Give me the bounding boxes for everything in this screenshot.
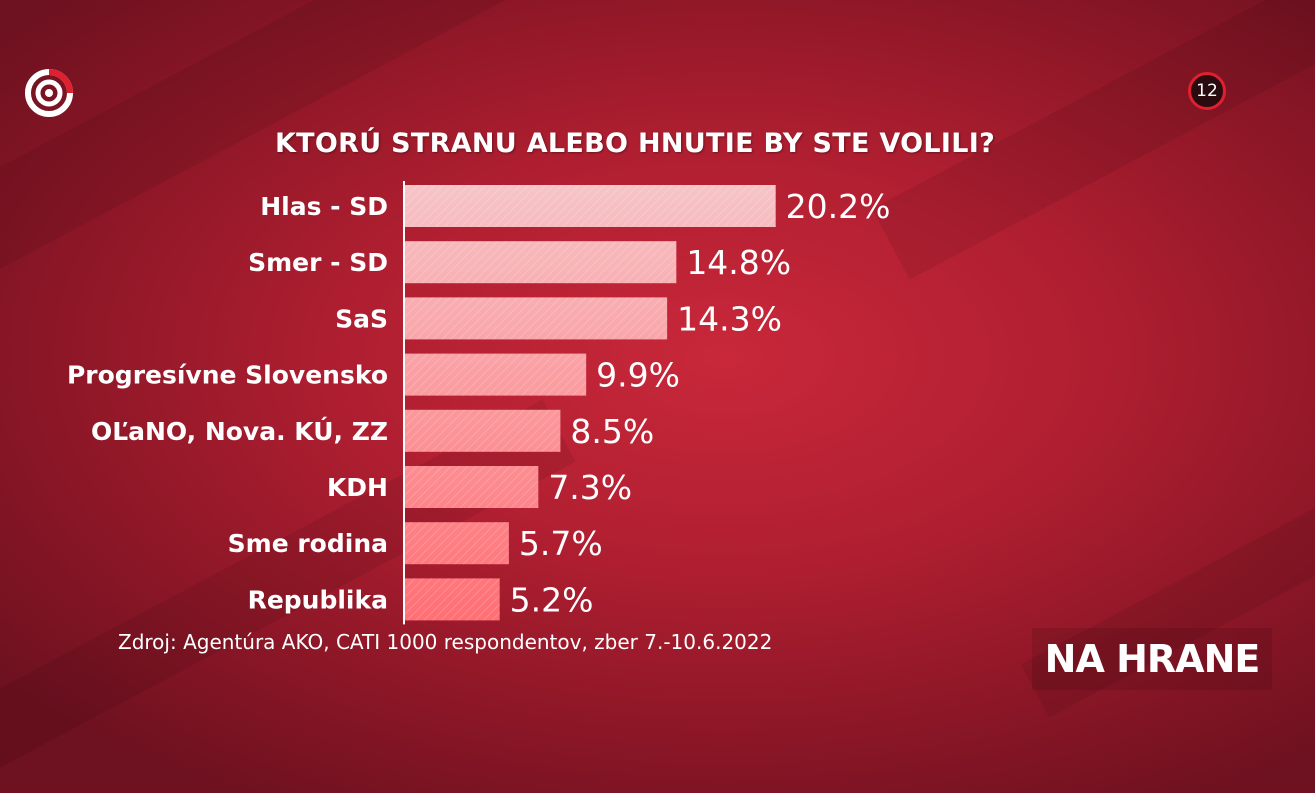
value-label: 5.7% (519, 524, 603, 563)
value-label: 7.3% (548, 468, 632, 507)
value-label: 20.2% (786, 187, 891, 226)
value-label: 8.5% (570, 412, 654, 451)
category-label: Sme rodina (228, 529, 388, 558)
category-label: Smer - SD (248, 248, 388, 277)
bar-texture (404, 466, 539, 508)
bar-texture (404, 578, 500, 621)
bar-texture (404, 409, 561, 452)
category-label: Progresívne Slovensko (67, 361, 388, 390)
bar-texture (404, 522, 509, 565)
bar-texture (404, 297, 668, 340)
show-logo: NA HRANE (1032, 628, 1272, 690)
value-label: 14.3% (677, 299, 782, 338)
bar-texture (404, 241, 677, 284)
stv-logo-icon (25, 69, 73, 117)
age-rating-badge: 12 (1188, 72, 1226, 110)
show-name: NA HRANE (1044, 637, 1261, 681)
category-label: Hlas - SD (260, 192, 388, 221)
bar-texture (404, 185, 776, 227)
category-label: OĽaNO, Nova. KÚ, ZZ (91, 416, 388, 446)
bar-texture (404, 353, 587, 396)
chart-title: KTORÚ STRANU ALEBO HNUTIE BY STE VOLILI? (274, 128, 996, 159)
value-label: 14.8% (686, 243, 791, 282)
category-label: SaS (335, 304, 388, 333)
value-label: 5.2% (510, 580, 594, 619)
value-label: 9.9% (596, 356, 680, 395)
category-label: KDH (327, 473, 388, 502)
source-note: Zdroj: Agentúra AKO, CATI 1000 responden… (118, 630, 773, 654)
category-label: Republika (248, 585, 388, 614)
